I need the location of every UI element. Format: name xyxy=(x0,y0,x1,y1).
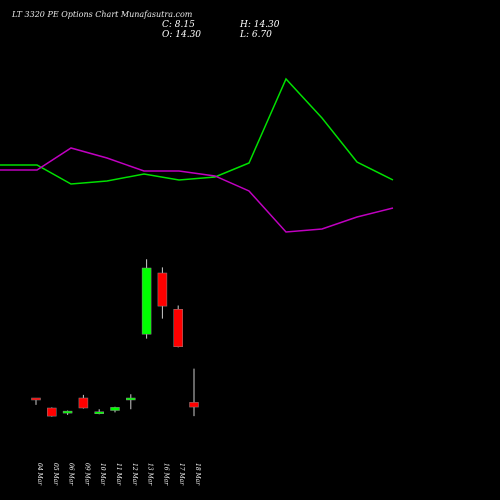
x-tick-label: 16 Mar xyxy=(162,463,169,486)
candle xyxy=(47,407,57,417)
low-value: L: 6.70 xyxy=(240,30,272,40)
x-tick-label: 17 Mar xyxy=(178,463,185,486)
candle xyxy=(173,305,183,348)
x-axis-labels: 04 Mar 05 Mar 06 Mar 09 Mar 10 Mar 11 Mar 12 M… xyxy=(36,463,201,486)
candle-body xyxy=(157,272,168,307)
candle-body xyxy=(78,397,89,409)
candle-body xyxy=(110,407,120,411)
indicator-line-2 xyxy=(0,147,394,233)
candle xyxy=(141,259,152,339)
candle-body xyxy=(173,309,183,347)
candle xyxy=(110,406,120,413)
chart-title: LT 3320 PE Options Chart Munafasutra.com xyxy=(12,10,193,19)
candles xyxy=(31,259,199,417)
x-tick-label: 13 Mar xyxy=(147,463,154,486)
indicator-line-1 xyxy=(0,77,394,185)
candle-body xyxy=(141,267,152,335)
open-value: O: 14.30 xyxy=(162,30,202,40)
x-tick-label: 11 Mar xyxy=(115,463,122,486)
candle xyxy=(62,410,73,415)
candle-body xyxy=(62,410,73,414)
x-tick-label: 05 Mar xyxy=(52,463,59,486)
x-tick-label: 18 Mar xyxy=(194,463,201,486)
candle-body xyxy=(47,407,57,417)
x-tick-label: 06 Mar xyxy=(68,463,75,486)
candle xyxy=(94,409,104,415)
x-tick-label: 09 Mar xyxy=(83,463,90,486)
candle xyxy=(126,394,136,410)
indicator-lines xyxy=(0,77,394,233)
candle-body xyxy=(31,397,41,401)
candle-body xyxy=(94,411,104,414)
x-tick-label: 10 Mar xyxy=(99,463,106,486)
candle xyxy=(157,267,168,319)
x-tick-label: 04 Mar xyxy=(36,463,43,486)
candle xyxy=(189,368,199,417)
candle xyxy=(78,394,89,409)
candle-body xyxy=(126,397,136,401)
high-value: H: 14.30 xyxy=(240,20,280,30)
candle-body xyxy=(189,402,199,408)
x-tick-label: 12 Mar xyxy=(131,463,138,486)
candle xyxy=(31,397,41,405)
close-value: C: 8.15 xyxy=(162,20,195,30)
